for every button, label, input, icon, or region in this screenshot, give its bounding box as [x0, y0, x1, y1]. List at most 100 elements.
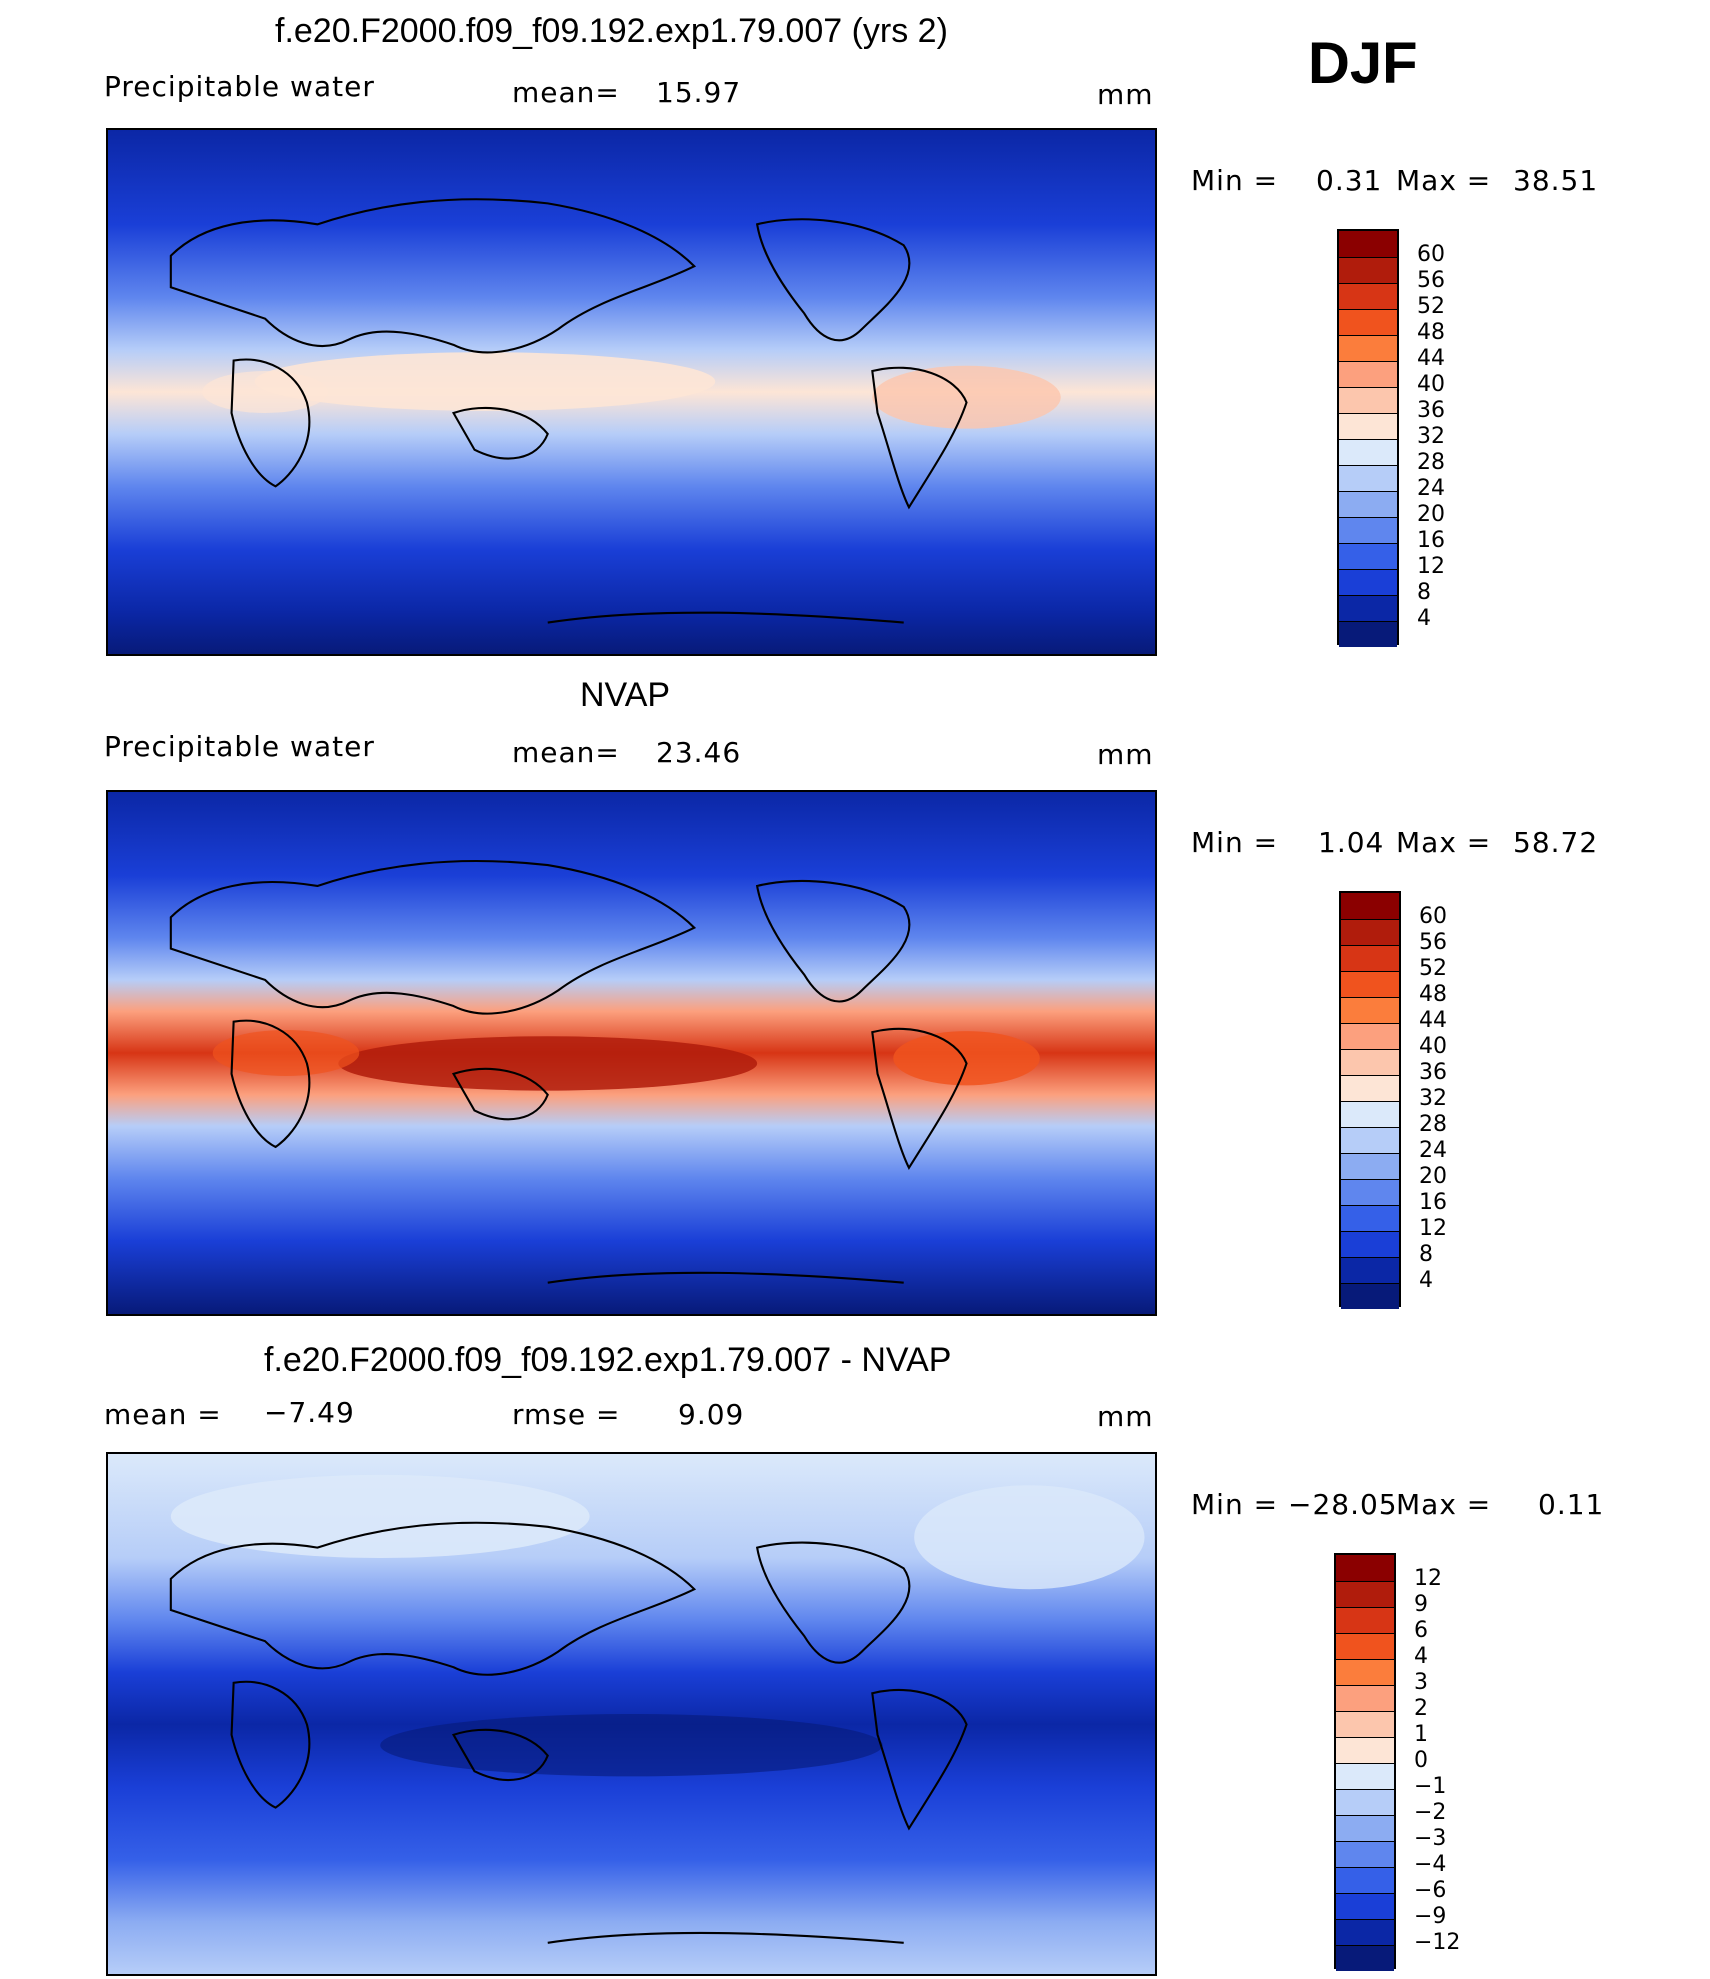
colorbar-segment: [1341, 1257, 1399, 1283]
colorbar-tick-label: 24: [1417, 476, 1445, 501]
panel-3-title: f.e20.F2000.f09_f09.192.exp1.79.007 - NV…: [264, 1341, 952, 1379]
colorbar-segment: [1336, 1659, 1394, 1685]
colorbar-tick-label: 40: [1417, 372, 1445, 397]
panel-1-max-value: 38.51: [1513, 164, 1599, 197]
colorbar-segment: [1339, 491, 1397, 517]
panel-3-max-label: Max =: [1396, 1488, 1492, 1521]
colorbar-tick-label: 4: [1419, 1268, 1433, 1293]
panel-1-map: [106, 128, 1157, 656]
colorbar-tick-label: 48: [1417, 320, 1445, 345]
colorbar-segment: [1339, 387, 1397, 413]
panel-3-rmse-label: rmse =: [512, 1398, 621, 1431]
colorbar-segment: [1339, 595, 1397, 621]
colorbar-segment: [1341, 1075, 1399, 1101]
colorbar-tick-label: 56: [1419, 930, 1447, 955]
colorbar-tick-label: −9: [1414, 1904, 1447, 1929]
colorbar-tick-label: 3: [1414, 1670, 1428, 1695]
panel-2-min-value: 1.04: [1318, 826, 1385, 859]
colorbar-segment: [1341, 1049, 1399, 1075]
panel-2-title: NVAP: [580, 676, 671, 714]
colorbar-segment: [1341, 1023, 1399, 1049]
panel-1-field: [108, 130, 1155, 654]
panel-1-coastlines: [169, 198, 968, 624]
colorbar-tick-label: 28: [1419, 1112, 1447, 1137]
panel-2-map: [106, 790, 1157, 1316]
colorbar-segment: [1341, 945, 1399, 971]
panel-2-min-label: Min =: [1191, 826, 1279, 859]
colorbar-segment: [1341, 919, 1399, 945]
panel-2-units: mm: [1097, 738, 1154, 771]
panel-2-colorbar: [1339, 891, 1401, 1309]
colorbar-tick-label: 32: [1419, 1086, 1447, 1111]
colorbar-tick-label: 32: [1417, 424, 1445, 449]
colorbar-segment: [1339, 517, 1397, 543]
colorbar-tick-label: 36: [1419, 1060, 1447, 1085]
panel-2-max-value: 58.72: [1513, 826, 1599, 859]
colorbar-tick-label: 52: [1419, 956, 1447, 981]
colorbar-tick-label: 16: [1417, 528, 1445, 553]
colorbar-tick-label: 4: [1414, 1644, 1428, 1669]
colorbar-segment: [1339, 439, 1397, 465]
colorbar-tick-label: 12: [1419, 1216, 1447, 1241]
panel-3-rmse-value: 9.09: [678, 1398, 745, 1431]
colorbar-tick-label: 12: [1417, 554, 1445, 579]
colorbar-segment: [1339, 569, 1397, 595]
colorbar-tick-label: 4: [1417, 606, 1431, 631]
panel-1-colorbar: [1337, 229, 1399, 647]
panel-1-title: f.e20.F2000.f09_f09.192.exp1.79.007 (yrs…: [275, 12, 948, 50]
colorbar-tick-label: −3: [1414, 1826, 1447, 1851]
colorbar-tick-label: 60: [1417, 242, 1445, 267]
colorbar-tick-label: 8: [1419, 1242, 1433, 1267]
colorbar-segment: [1339, 361, 1397, 387]
colorbar-segment: [1341, 893, 1399, 919]
panel-3-coastlines: [169, 1521, 968, 1944]
colorbar-tick-label: 20: [1417, 502, 1445, 527]
colorbar-tick-label: 44: [1419, 1008, 1447, 1033]
colorbar-segment: [1336, 1919, 1394, 1945]
panel-1-min-value: 0.31: [1316, 164, 1383, 197]
panel-3-max-value: 0.11: [1538, 1488, 1605, 1521]
colorbar-segment: [1339, 257, 1397, 283]
colorbar-segment: [1336, 1555, 1394, 1581]
colorbar-tick-label: 8: [1417, 580, 1431, 605]
panel-3-min-label: Min =: [1191, 1488, 1279, 1521]
colorbar-segment: [1339, 309, 1397, 335]
panel-3-field: [108, 1454, 1155, 1974]
colorbar-segment: [1336, 1815, 1394, 1841]
colorbar-segment: [1339, 543, 1397, 569]
colorbar-segment: [1339, 621, 1397, 647]
colorbar-segment: [1336, 1789, 1394, 1815]
colorbar-tick-label: −12: [1414, 1930, 1461, 1955]
colorbar-tick-label: 12: [1414, 1566, 1442, 1591]
colorbar-segment: [1336, 1633, 1394, 1659]
colorbar-segment: [1339, 465, 1397, 491]
panel-1-mean-value: 15.97: [656, 76, 742, 109]
panel-1-min-label: Min =: [1191, 164, 1279, 197]
colorbar-tick-label: 9: [1414, 1592, 1428, 1617]
colorbar-tick-label: 28: [1417, 450, 1445, 475]
colorbar-segment: [1336, 1893, 1394, 1919]
colorbar-segment: [1341, 1205, 1399, 1231]
colorbar-segment: [1336, 1737, 1394, 1763]
colorbar-tick-label: −6: [1414, 1878, 1447, 1903]
panel-1-units: mm: [1097, 78, 1154, 111]
colorbar-tick-label: 56: [1417, 268, 1445, 293]
colorbar-segment: [1341, 1127, 1399, 1153]
panel-3-mean-value: −7.49: [264, 1396, 355, 1429]
colorbar-segment: [1339, 335, 1397, 361]
colorbar-tick-label: 6: [1414, 1618, 1428, 1643]
colorbar-tick-label: 44: [1417, 346, 1445, 371]
panel-1-max-label: Max =: [1396, 164, 1492, 197]
colorbar-tick-label: 1: [1414, 1722, 1428, 1747]
colorbar-segment: [1341, 1283, 1399, 1309]
colorbar-segment: [1336, 1763, 1394, 1789]
colorbar-segment: [1341, 1153, 1399, 1179]
panel-2-mean-label: mean=: [512, 736, 620, 769]
season-label: DJF: [1308, 31, 1418, 96]
colorbar-segment: [1336, 1841, 1394, 1867]
colorbar-segment: [1339, 413, 1397, 439]
colorbar-segment: [1336, 1685, 1394, 1711]
colorbar-tick-label: −4: [1414, 1852, 1447, 1877]
colorbar-tick-label: 20: [1419, 1164, 1447, 1189]
panel-2-mean-value: 23.46: [656, 736, 742, 769]
